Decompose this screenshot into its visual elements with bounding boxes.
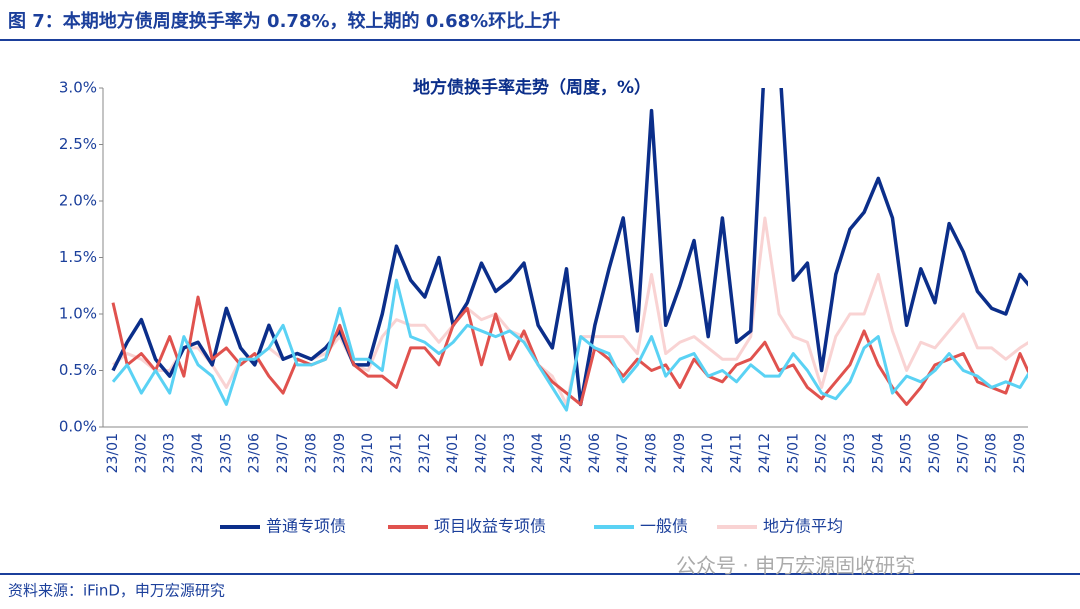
x-tick-label: 24/03 [502, 433, 518, 473]
x-tick-label: 25/02 [814, 433, 830, 473]
x-tick-label: 25/03 [842, 433, 858, 473]
x-tick-label: 24/01 [445, 433, 461, 473]
x-tick-label: 25/01 [785, 433, 801, 473]
x-tick-label: 23/02 [133, 433, 149, 473]
y-tick-label: 3.0% [59, 79, 97, 97]
legend-label: 地方债平均 [763, 517, 843, 536]
x-tick-label: 24/07 [615, 433, 631, 473]
series-line [111, 278, 1028, 412]
x-tick-label: 25/05 [899, 433, 915, 473]
figure-title: 图 7：本期地方债周度换手率为 0.78%，较上期的 0.68%环比上升 [8, 10, 560, 32]
x-tick-label: 24/04 [530, 433, 546, 473]
x-tick-label: 23/01 [105, 433, 121, 473]
x-tick-label: 23/12 [417, 433, 433, 473]
x-tick-label: 24/09 [672, 433, 688, 473]
series-line [111, 88, 1028, 407]
x-tick-label: 24/06 [587, 433, 603, 473]
x-tick-label: 25/04 [870, 433, 886, 473]
legend-label: 项目收益专项债 [434, 517, 546, 536]
x-tick-label: 25/06 [927, 433, 943, 473]
x-tick-label: 25/08 [984, 433, 1000, 473]
x-tick-label: 23/07 [275, 433, 291, 473]
x-tick-label: 23/04 [190, 433, 206, 473]
source: 资料来源：iFinD，申万宏源研究 [8, 582, 225, 600]
y-tick-label: 0.0% [59, 418, 97, 436]
x-tick-label: 23/10 [360, 433, 376, 473]
x-tick-label: 23/03 [162, 433, 178, 473]
x-tick-label: 25/09 [1012, 433, 1028, 473]
legend-label: 普通专项债 [266, 517, 346, 536]
plot-area [111, 88, 1028, 412]
x-tick-label: 24/12 [757, 433, 773, 473]
y-tick-label: 0.5% [59, 361, 97, 379]
x-tick-label: 24/10 [700, 433, 716, 473]
x-tick-label: 25/07 [955, 433, 971, 473]
x-tick-label: 23/09 [332, 433, 348, 473]
y-tick-label: 2.5% [59, 135, 97, 153]
x-tick-label: 23/08 [303, 433, 319, 473]
series-line [111, 295, 1028, 406]
x-tick-label: 24/11 [729, 433, 745, 473]
watermark: 公众号 · 申万宏源固收研究 [676, 554, 915, 578]
x-tick-label: 24/08 [644, 433, 660, 473]
x-tick-label: 23/05 [218, 433, 234, 473]
x-tick-label: 23/11 [388, 433, 404, 473]
legend-label: 一般债 [640, 517, 688, 536]
x-tick-label: 23/06 [247, 433, 263, 473]
x-tick-label: 24/02 [473, 433, 489, 473]
x-tick-label: 24/05 [559, 433, 575, 473]
chart-title: 地方债换手率走势（周度，%） [413, 77, 651, 98]
y-tick-label: 1.0% [59, 305, 97, 323]
y-tick-label: 2.0% [59, 192, 97, 210]
y-tick-label: 1.5% [59, 248, 97, 266]
